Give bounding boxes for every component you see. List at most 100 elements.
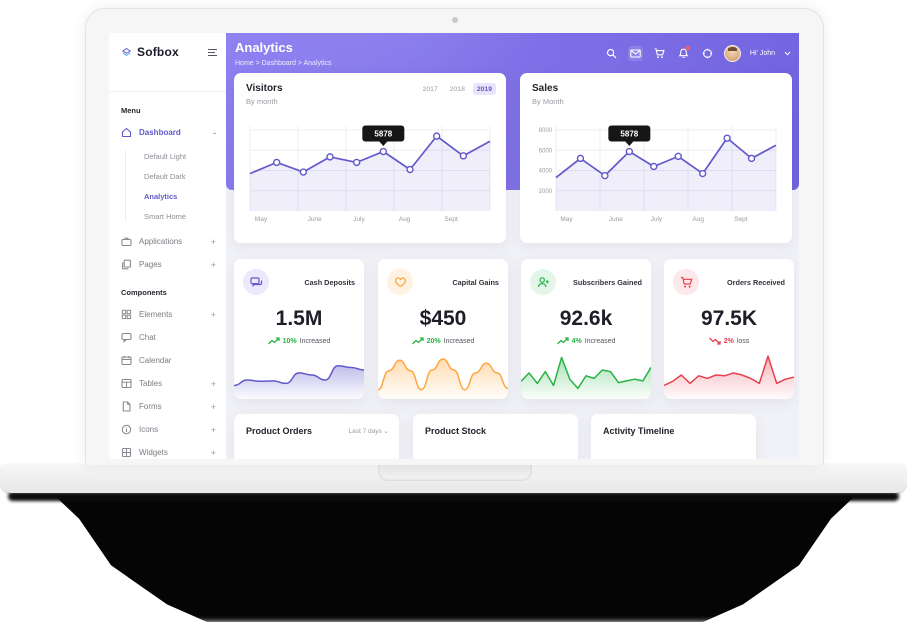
home-icon	[121, 127, 132, 138]
sidebar-item-widgets[interactable]: Widgets +	[109, 441, 226, 459]
stat-trend: 10% Increased	[234, 337, 364, 345]
sidebar-subitem-default-light[interactable]: Default Light	[144, 151, 187, 161]
visitors-subtitle: By month	[246, 97, 278, 106]
sidebar-item-label: Calendar	[139, 356, 172, 365]
sidebar-toggle-icon[interactable]	[207, 48, 218, 57]
widgets-icon	[121, 447, 132, 458]
collapse-indicator: -	[213, 127, 216, 138]
sidebar-item-label: Widgets	[139, 448, 168, 457]
logo-text: Sofbox	[137, 45, 179, 59]
product-orders-title: Product Orders	[246, 426, 313, 436]
notification-dot	[685, 46, 690, 50]
expand-indicator: +	[210, 259, 216, 270]
calendar-icon	[121, 356, 132, 366]
visitors-title: Visitors	[246, 83, 283, 94]
svg-text:6000: 6000	[539, 148, 553, 154]
pages-icon	[122, 259, 132, 270]
svg-text:Sept: Sept	[734, 216, 748, 223]
laptop-camera-icon	[452, 17, 458, 23]
laptop-bezel: Sofbox Menu Dashboard -	[85, 8, 824, 465]
sidebar-item-forms[interactable]: Forms +	[109, 395, 226, 418]
svg-text:8000: 8000	[539, 128, 553, 134]
sidebar-item-label: Forms	[139, 402, 162, 411]
laptop-notch	[378, 464, 532, 481]
sidebar-item-label: Pages	[139, 260, 162, 269]
date-range-dropdown[interactable]: Last 7 days ⌄	[348, 428, 389, 435]
sidebar-item-pages[interactable]: Pages +	[109, 253, 226, 276]
trend-percent: 4%	[571, 337, 582, 345]
expand-indicator: +	[210, 309, 216, 320]
breadcrumb: Home > Dashboard > Analytics	[235, 60, 332, 67]
trend-up-icon	[267, 337, 280, 345]
visitors-line-chart: May June July Aug Sept 5878	[249, 125, 491, 223]
sidebar-item-chat[interactable]: Chat	[109, 326, 226, 349]
mail-icon[interactable]	[627, 46, 643, 61]
expand-indicator: +	[210, 378, 216, 389]
stat-trend: 2% loss	[664, 337, 794, 345]
stat-label: Subscribers Gained	[573, 277, 642, 287]
sidebar-item-label: Elements	[139, 310, 173, 319]
trend-text: Increased	[443, 337, 475, 345]
expand-indicator: +	[210, 447, 216, 458]
sidebar-subitem-analytics[interactable]: Analytics	[144, 191, 178, 201]
capital-gains-sparkline	[378, 358, 508, 399]
search-icon[interactable]	[604, 46, 619, 61]
cart-icon[interactable]	[652, 46, 667, 61]
user-add-icon	[530, 269, 556, 295]
sidebar-subitem-smart-home[interactable]: Smart Home	[144, 211, 187, 221]
sales-subtitle: By Month	[532, 97, 564, 106]
sidebar-item-icons[interactable]: Icons +	[109, 418, 226, 441]
tab-2018[interactable]: 2018	[449, 85, 465, 93]
sidebar-subitem-default-dark[interactable]: Default Dark	[144, 171, 186, 181]
bell-icon[interactable]	[676, 46, 691, 61]
tab-2019[interactable]: 2019	[472, 83, 496, 95]
sofbox-logo-icon	[121, 47, 132, 56]
stat-value: 1.5M	[275, 307, 323, 330]
laptop-shadow	[55, 496, 855, 622]
svg-text:2000: 2000	[539, 189, 553, 195]
sidebar-item-calendar[interactable]: Calendar	[109, 349, 226, 372]
sidebar-menu: Menu Dashboard - Default Light Default D…	[109, 91, 226, 459]
svg-text:July: July	[353, 216, 365, 223]
grid-icon	[121, 309, 132, 320]
sidebar-item-dashboard[interactable]: Dashboard -	[109, 121, 226, 144]
sales-line-chart: May June July Aug Sept 8000 6000 4000 2000 5878	[539, 125, 777, 223]
sidebar-item-applications[interactable]: Applications +	[109, 230, 226, 253]
heart-icon	[387, 269, 413, 295]
info-icon	[121, 424, 132, 435]
target-icon[interactable]	[700, 46, 715, 61]
cash-deposits-sparkline	[234, 365, 364, 399]
svg-text:May: May	[560, 216, 573, 223]
chevron-down-icon[interactable]	[784, 51, 791, 56]
trend-down-icon	[708, 337, 721, 345]
trend-up-icon	[411, 337, 424, 345]
sidebar-item-elements[interactable]: Elements +	[109, 303, 226, 326]
sidebar-item-tables[interactable]: Tables +	[109, 372, 226, 395]
product-stock-title: Product Stock	[425, 426, 487, 436]
chat-icon	[121, 332, 132, 343]
table-icon	[121, 378, 132, 389]
chat-bubbles-icon	[243, 269, 269, 295]
user-menu-label[interactable]: Hi' John	[749, 50, 775, 57]
expand-indicator: +	[210, 401, 216, 412]
expand-indicator: +	[210, 424, 216, 435]
user-avatar[interactable]	[723, 45, 741, 62]
stat-label: Cash Deposits	[304, 277, 355, 287]
svg-text:Sept: Sept	[444, 216, 458, 223]
visitors-card: Visitors By month 2017 2018 2019 May June…	[234, 73, 506, 243]
stat-trend: 4% Increased	[521, 337, 651, 345]
tab-2017[interactable]: 2017	[422, 85, 438, 93]
svg-text:June: June	[609, 216, 623, 223]
stat-card-subscribers-gained: Subscribers Gained 92.6k 4% Increased	[521, 259, 651, 399]
sidebar-item-label: Chat	[139, 333, 156, 342]
svg-text:Aug: Aug	[692, 216, 704, 223]
sales-card: Sales By Month May June July Aug Sept 8000 600…	[520, 73, 792, 243]
dashboard-submenu: Default Light Default Dark Analytics Sma…	[109, 146, 226, 226]
svg-text:May: May	[255, 216, 268, 223]
svg-text:5878: 5878	[620, 130, 638, 139]
sidebar: Sofbox Menu Dashboard -	[109, 33, 226, 459]
stat-value: $450	[419, 307, 467, 330]
activity-timeline-title: Activity Timeline	[603, 426, 675, 436]
briefcase-icon	[121, 237, 132, 247]
